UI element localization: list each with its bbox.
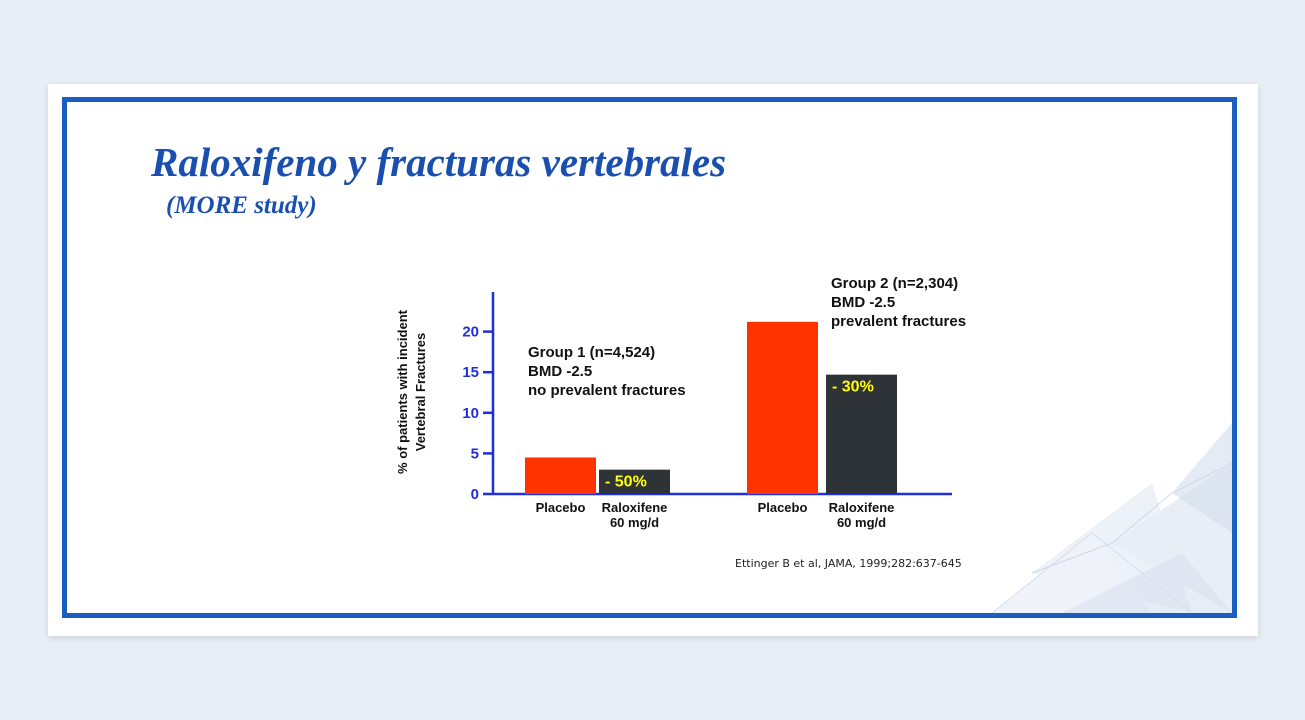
- background-decoration: [991, 423, 1232, 613]
- y-axis-label-line: % of patients with incident: [395, 309, 410, 474]
- raloxifene-bar: [599, 469, 670, 494]
- slide-card: Raloxifeno y fracturas vertebrales (MORE…: [48, 84, 1258, 636]
- group-label-line: no prevalent fractures: [528, 382, 686, 399]
- category-label: 60 mg/d: [837, 515, 886, 530]
- raloxifene-bar: [826, 374, 897, 494]
- category-label: 60 mg/d: [610, 515, 659, 530]
- group-label-line: Group 1 (n=4,524): [528, 344, 655, 361]
- group-label-line: BMD -2.5: [528, 363, 592, 380]
- reduction-label: - 50%: [605, 474, 647, 491]
- category-label: Placebo: [758, 500, 808, 515]
- bar-chart: 0 5 10 15 20 % of patients with incident Verte…: [395, 275, 966, 530]
- category-label: Raloxifene: [829, 500, 895, 515]
- slide-subtitle: (MORE study): [166, 192, 317, 219]
- slide-frame: Raloxifeno y fracturas vertebrales (MORE…: [62, 97, 1237, 618]
- placebo-bar: [747, 321, 818, 494]
- y-tick-label: 10: [462, 405, 479, 422]
- y-tick-label: 0: [471, 486, 479, 503]
- y-axis-label-line: Vertebral Fractures: [413, 333, 428, 452]
- y-tick-label: 5: [471, 445, 479, 462]
- group-label-line: Group 2 (n=2,304): [831, 275, 958, 292]
- category-label: Raloxifene: [602, 500, 668, 515]
- group-label-line: prevalent fractures: [831, 313, 966, 330]
- placebo-bar: [525, 457, 596, 494]
- y-tick-label: 20: [462, 324, 479, 341]
- slide-title: Raloxifeno y fracturas vertebrales: [151, 139, 727, 185]
- citation: Ettinger B et al, JAMA, 1999;282:637-645: [735, 557, 962, 570]
- category-label: Placebo: [536, 500, 586, 515]
- y-tick-label: 15: [462, 364, 479, 381]
- group-label-line: BMD -2.5: [831, 294, 895, 311]
- y-axis-label: % of patients with incident Vertebral Fra…: [395, 309, 428, 474]
- reduction-label: - 30%: [832, 379, 874, 396]
